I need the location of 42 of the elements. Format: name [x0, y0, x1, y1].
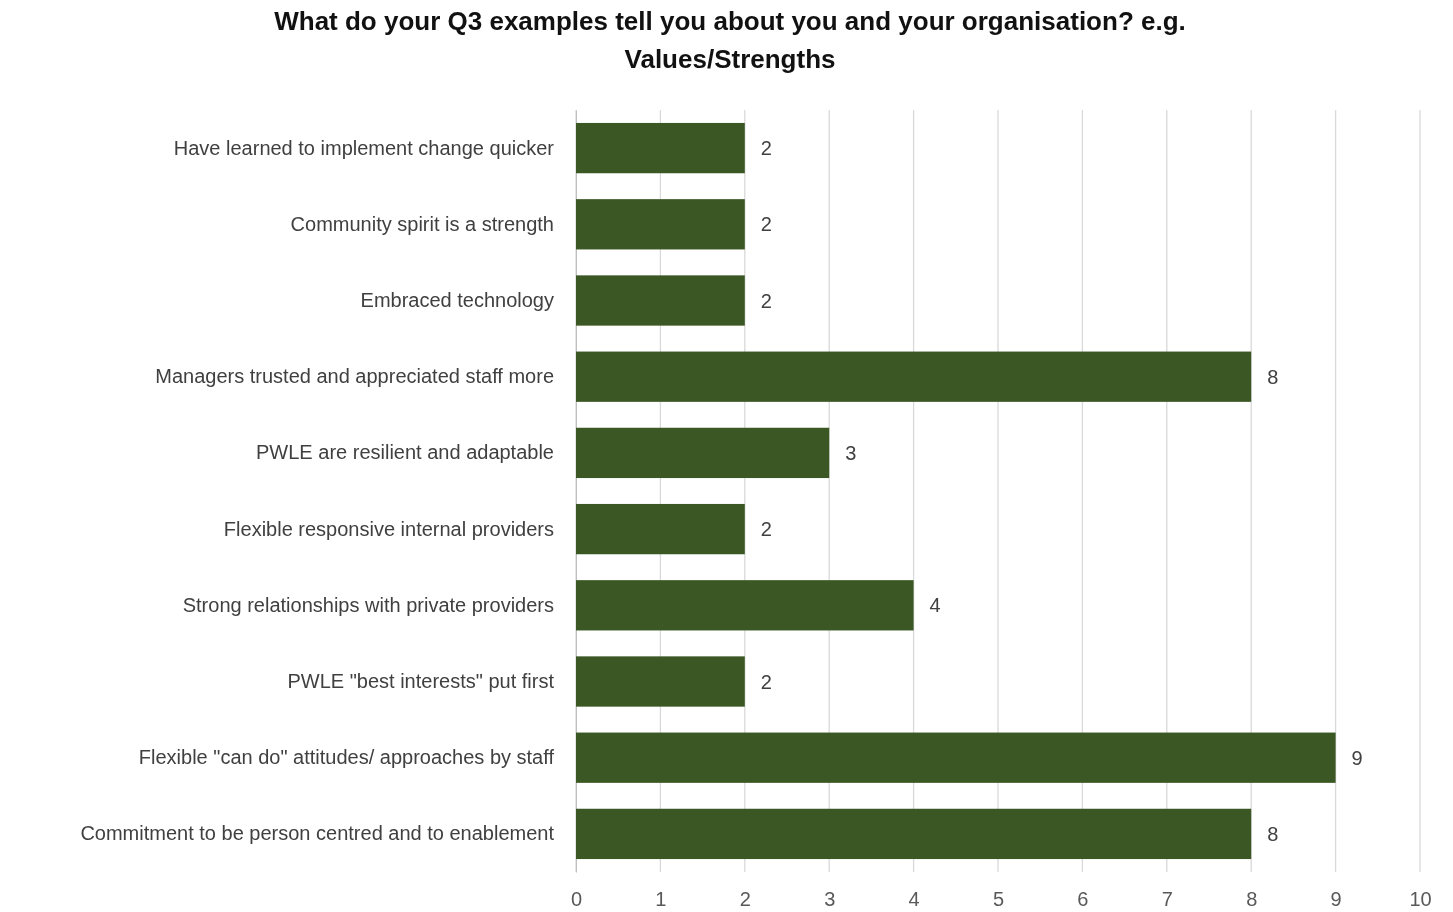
x-tick-label: 3	[824, 888, 836, 911]
x-tick-label: 9	[1330, 888, 1342, 911]
x-tick-label: 4	[908, 888, 920, 911]
x-tick-label: 1	[655, 888, 667, 911]
x-tick-label: 10	[1409, 888, 1432, 911]
data-label: 2	[760, 289, 772, 312]
y-tick-label: Flexible responsive internal providers	[223, 517, 554, 540]
bar	[576, 427, 830, 479]
x-tick-label: 7	[1161, 888, 1173, 911]
y-tick-label: Embraced technology	[360, 288, 554, 311]
x-tick-label: 5	[992, 888, 1005, 911]
x-tick-label: 6	[1077, 888, 1089, 911]
y-tick-label: PWLE "best interests" put first	[287, 669, 555, 692]
y-tick-label: Flexible "can do" attitudes/ approaches by staff	[138, 746, 555, 769]
data-label: 2	[760, 518, 772, 541]
x-tick-label: 8	[1246, 888, 1258, 911]
y-tick-label: Have learned to implement change quicker	[173, 136, 555, 159]
y-tick-label: Commitment to be person centred and to enablement	[80, 822, 555, 845]
bar	[576, 275, 745, 326]
data-label: 8	[1267, 822, 1279, 845]
bar	[576, 122, 745, 174]
bar	[576, 503, 745, 555]
data-label: 8	[1267, 365, 1279, 388]
bar	[576, 732, 1336, 783]
data-label: 4	[929, 594, 941, 617]
data-label: 3	[845, 441, 857, 464]
x-tick-label: 0	[570, 888, 583, 911]
y-tick-label: Strong relationships with private providers	[182, 593, 554, 616]
chart-title: What do your Q3 examples tell you about you and your organisation? e.g. Values/Strengths	[274, 6, 1186, 74]
data-label: 2	[760, 670, 772, 693]
y-tick-label: Community spirit is a strength	[290, 212, 554, 235]
data-label: 2	[760, 213, 772, 236]
data-label: 2	[760, 137, 772, 160]
bar	[576, 808, 1252, 860]
bar	[576, 580, 914, 631]
bar	[576, 656, 745, 707]
y-tick-label: PWLE are resilient and adaptable	[256, 441, 554, 464]
bar	[576, 351, 1252, 402]
bar	[576, 199, 745, 250]
x-tick-label: 2	[739, 888, 751, 911]
data-label: 9	[1351, 746, 1363, 769]
y-tick-label: Managers trusted and appreciated staff more	[155, 365, 554, 388]
